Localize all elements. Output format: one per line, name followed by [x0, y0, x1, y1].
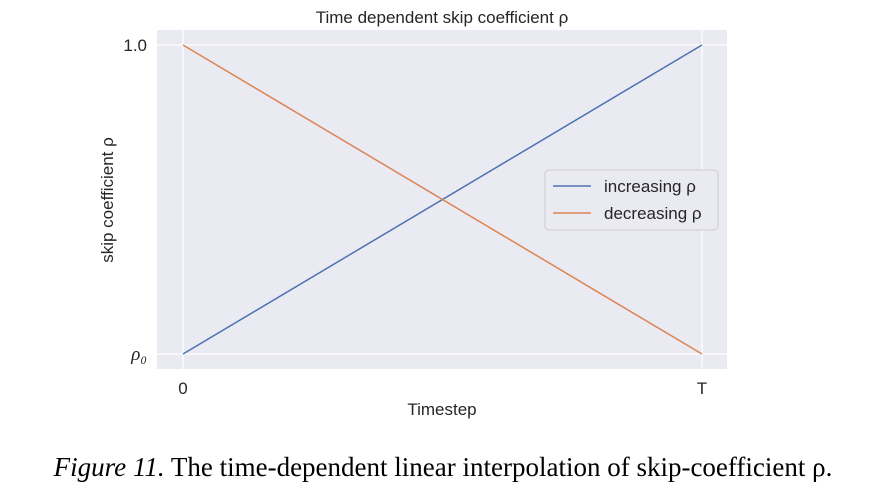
caption-label: Figure 11. [53, 452, 165, 482]
legend-label: decreasing ρ [604, 204, 702, 223]
x-axis-label: Timestep [407, 400, 476, 419]
x-tick-label: T [697, 379, 707, 398]
legend: increasing ρ decreasing ρ [544, 169, 719, 231]
y-tick-label: 1.0 [123, 36, 147, 55]
figure-caption: Figure 11. The time-dependent linear int… [0, 452, 886, 483]
legend-label: increasing ρ [604, 177, 696, 196]
y-tick-labels: ρ₀ 1.0 [123, 36, 147, 365]
series-line [182, 44, 703, 355]
caption-text: The time-dependent linear interpolation … [164, 452, 833, 482]
series-lines [182, 44, 703, 355]
chart-title: Time dependent skip coefficient ρ [316, 8, 569, 27]
x-tick-label: 0 [178, 379, 187, 398]
legend-box [544, 169, 719, 231]
y-tick-label: ρ₀ [130, 344, 147, 365]
y-axis-label: skip coefficient ρ [98, 137, 117, 263]
